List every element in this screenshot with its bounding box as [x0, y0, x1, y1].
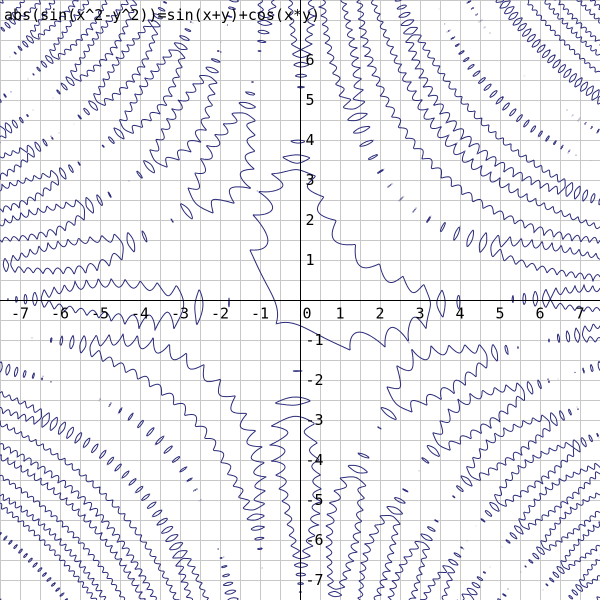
y-tick-label: 2 [306, 211, 315, 229]
y-tick-label: 3 [306, 171, 315, 189]
y-tick-label: 1 [306, 251, 315, 269]
tick-labels: -7 -6 -5 -4 -3 -2 -1 0 1 2 3 4 5 6 7 -7 -6 -5 -4 -3 -2 -1 1 2 3 4… [11, 51, 585, 589]
y-tick-label: -6 [306, 531, 324, 549]
x-tick-label: -4 [131, 305, 149, 323]
y-tick-label: -3 [306, 411, 324, 429]
y-tick-label: -1 [306, 331, 324, 349]
x-tick-label: 6 [535, 305, 544, 323]
x-tick-label: 0 [302, 305, 311, 323]
x-tick-label: 5 [495, 305, 504, 323]
y-tick-label: -5 [306, 491, 324, 509]
x-tick-label: 1 [335, 305, 344, 323]
x-tick-label: -3 [171, 305, 189, 323]
y-tick-label: -2 [306, 371, 324, 389]
x-tick-label: -1 [251, 305, 269, 323]
y-tick-label: 5 [306, 91, 315, 109]
x-tick-label: -7 [11, 305, 29, 323]
x-tick-label: 2 [375, 305, 384, 323]
y-tick-label: -7 [306, 571, 324, 589]
y-tick-label: -4 [306, 451, 324, 469]
x-tick-label: -5 [91, 305, 109, 323]
x-tick-label: 4 [455, 305, 464, 323]
x-tick-label: -2 [211, 305, 229, 323]
y-tick-label: 4 [306, 131, 315, 149]
x-tick-label: -6 [51, 305, 69, 323]
x-tick-label: 3 [415, 305, 424, 323]
equation-label: abs(sin(x^2-y^2))=sin(x+y)+cos(x*y) [4, 6, 320, 24]
x-tick-label: 7 [575, 305, 584, 323]
y-tick-label: 6 [306, 51, 315, 69]
